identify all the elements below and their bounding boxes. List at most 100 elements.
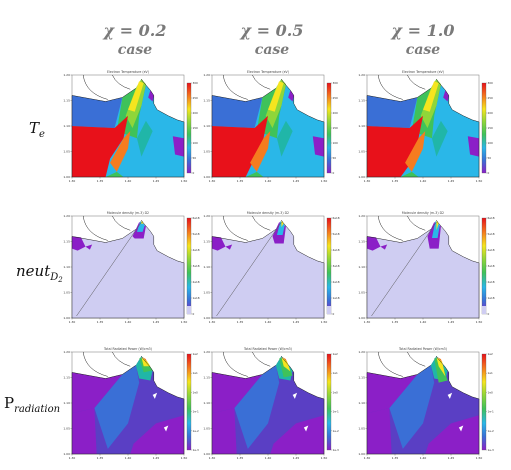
y-tick-label: 1.15 (63, 376, 70, 380)
panel-neut-3: Molecule density (m-3) D2 1.30 1.35 1.40 1.4… (358, 211, 494, 324)
prad-purple-left (212, 372, 263, 414)
row-label-prad-sub: radiation (14, 404, 60, 415)
prad-white-spot-2 (458, 425, 464, 432)
te-yellow (128, 81, 144, 112)
domain-outline (211, 355, 325, 455)
colorbar-gradient (326, 82, 332, 174)
neut-left-blob (212, 236, 226, 251)
col-head-3-case: case (406, 42, 440, 58)
wall-arc (82, 74, 108, 100)
te-red (72, 115, 128, 177)
neut-strike-yellow (281, 220, 284, 228)
colorbar-tick-label: 1e18 (488, 296, 495, 300)
neut-left-dot (225, 244, 233, 250)
x-tick-label: 1.45 (448, 320, 455, 324)
panel-prad-3: Total Radiated Power (W/cm3) 1.30 1.35 1.40… (358, 347, 494, 460)
colorbar-tick-label: 1e-1 (193, 410, 200, 414)
panel-title: Total Radiated Power (W/cm3) (103, 347, 152, 351)
y-tick-label: 1.10 (358, 401, 365, 405)
y-tick-label: 1.10 (358, 265, 365, 269)
wall-arc (82, 351, 108, 377)
te-purple-top (443, 90, 449, 102)
x-tick-label: 1.50 (321, 320, 328, 324)
y-tick-label: 1.15 (203, 376, 210, 380)
domain-outline (71, 355, 185, 455)
x-tick-label: 1.35 (97, 456, 104, 460)
colorbar-tick-label: 3e18 (333, 264, 340, 268)
colorbar-gradient (186, 82, 192, 174)
neut-base (72, 220, 184, 318)
separatrix-leg (76, 221, 142, 317)
te-green-bottom (245, 171, 264, 177)
colorbar-tick-label: 250 (193, 96, 199, 100)
colorbar: 6e18 5e18 4e18 3e18 2e18 1e18 0 (186, 216, 200, 316)
y-tick-label: 1.10 (358, 124, 365, 128)
panel-te-3: Electron Temperature (eV) 1.30 1.35 1.40 1.4… (358, 70, 493, 183)
panel-title: Total Radiated Power (W/cm3) (243, 347, 292, 351)
te-cyan-right (154, 113, 173, 147)
y-tick-label: 1.00 (63, 316, 70, 320)
x-tick-label: 1.30 (209, 456, 216, 460)
prad-white-spot-2 (303, 425, 309, 432)
y-tick-label: 1.00 (203, 316, 210, 320)
colorbar-tick-label: 300 (193, 81, 199, 85)
colorbar-tick-label: 3e18 (488, 264, 495, 268)
panel-te-2: Electron Temperature (eV) 1.30 1.35 1.40 1.4… (203, 70, 338, 183)
x-tick-label: 1.45 (153, 320, 160, 324)
te-orange (110, 131, 131, 172)
x-tick-label: 1.40 (265, 320, 272, 324)
colorbar-tick-label: 1e1 (488, 371, 494, 375)
x-tick-label: 1.40 (420, 320, 427, 324)
te-blue (367, 95, 418, 129)
y-tick-label: 1.00 (203, 452, 210, 456)
colorbar: 6e18 5e18 4e18 3e18 2e18 1e18 0 (481, 216, 495, 316)
x-tick-label: 1.35 (237, 179, 244, 183)
colorbar-low (482, 306, 486, 314)
colorbar-tick-label: 5e18 (193, 232, 200, 236)
y-tick-label: 1.15 (63, 99, 70, 103)
colorbar-tick-label: 1e2 (488, 352, 494, 356)
x-tick-label: 1.40 (420, 179, 427, 183)
x-tick-label: 1.35 (392, 456, 399, 460)
colorbar-tick-label: 250 (333, 96, 339, 100)
neut-base (212, 220, 324, 318)
colorbar-tick-label: 2e18 (488, 280, 495, 284)
colorbar: 1e2 1e1 1e0 1e-1 1e-2 1e-3 (481, 352, 495, 452)
row-labels: Te neutD2 Pradiation (4, 119, 63, 415)
row-label-prad-main: P (4, 394, 14, 412)
colorbar-tick-label: 1e0 (193, 390, 199, 394)
te-blue (72, 95, 123, 129)
y-tick-label: 1.15 (63, 240, 70, 244)
x-tick-label: 1.45 (448, 456, 455, 460)
y-tick-label: 1.15 (203, 99, 210, 103)
colorbar-tick-label: 100 (488, 141, 494, 145)
x-tick-label: 1.50 (181, 320, 188, 324)
y-tick-label: 1.15 (358, 99, 365, 103)
col-head-2-chi: χ = 0.5 (240, 21, 304, 40)
x-tick-label: 1.30 (209, 320, 216, 324)
y-tick-label: 1.20 (358, 73, 365, 77)
y-tick-label: 1.00 (358, 452, 365, 456)
prad-white-spot-2 (163, 425, 169, 432)
y-tick-label: 1.05 (358, 291, 365, 295)
prad-yellow (436, 357, 446, 377)
x-tick-label: 1.35 (237, 456, 244, 460)
domain-outline (366, 355, 480, 455)
te-purple-corner (172, 136, 184, 157)
te-cyan-right (294, 113, 313, 147)
colorbar-tick-label: 1e0 (333, 390, 339, 394)
x-tick-label: 1.50 (181, 179, 188, 183)
y-tick-label: 1.05 (203, 291, 210, 295)
domain-outline (366, 78, 480, 178)
colorbar-tick-label: 1e-2 (488, 429, 495, 433)
x-tick-label: 1.30 (209, 179, 216, 183)
y-tick-label: 1.20 (203, 73, 210, 77)
wall-arc (377, 215, 403, 241)
y-tick-label: 1.20 (63, 350, 70, 354)
te-teal (431, 120, 448, 157)
te-teal (136, 120, 153, 157)
prad-white-spot (152, 392, 158, 399)
colorbar-tick-label: 4e18 (333, 248, 340, 252)
x-tick-label: 1.50 (476, 320, 483, 324)
colorbar-tick-label: 100 (333, 141, 339, 145)
